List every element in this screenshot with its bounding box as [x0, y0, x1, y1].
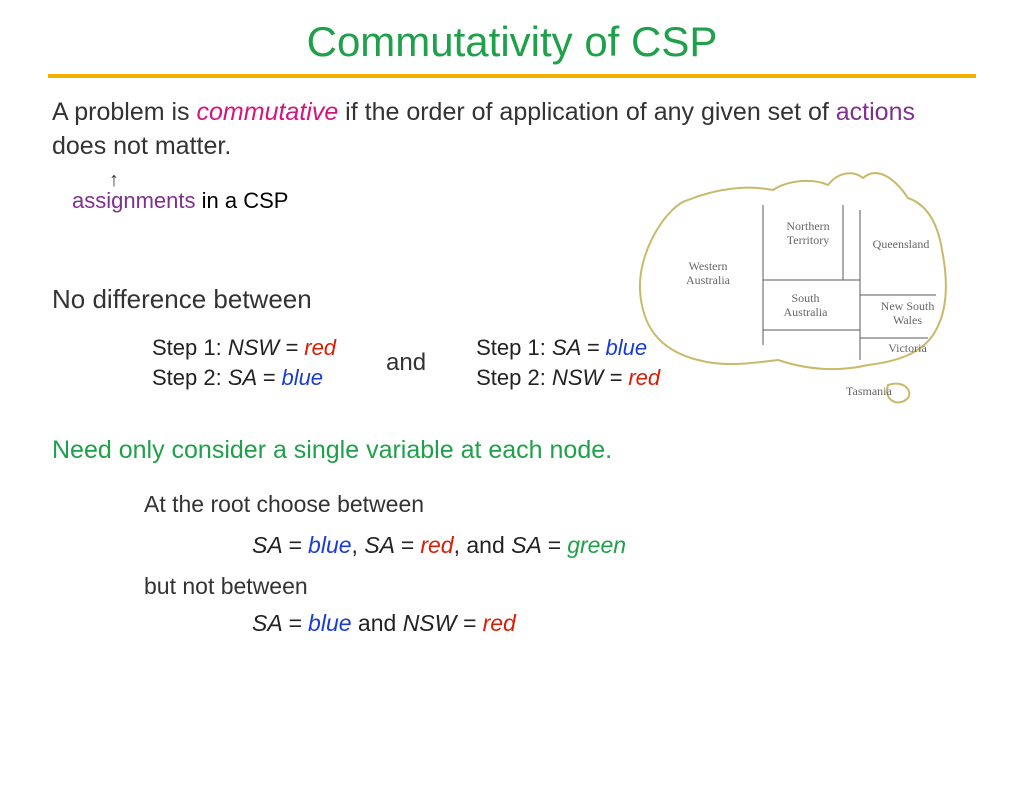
c1-sep: , [352, 532, 365, 558]
content-area: A problem is commutative if the order of… [52, 96, 972, 637]
map-label-sa: South Australia [773, 292, 838, 320]
step-eq: = [580, 335, 605, 360]
step-var: SA [552, 335, 581, 360]
c2-eq: = [282, 610, 308, 636]
c2-eq: = [456, 610, 482, 636]
def-mid: if the order of application of any given… [338, 98, 836, 126]
step-label: Step 1: [152, 335, 228, 360]
and-label: and [386, 349, 426, 377]
step-eq: = [256, 365, 281, 390]
map-label-nt: Northern Territory [773, 220, 843, 248]
arrow-up-icon: ↑ [109, 169, 119, 192]
slide-title: Commutativity of CSP [0, 18, 1024, 66]
c1-eq: = [282, 532, 308, 558]
step-val: red [304, 335, 336, 360]
def-actions: actions [836, 98, 915, 126]
annotation-rest: in a CSP [196, 188, 289, 213]
def-pre: A problem is [52, 98, 197, 126]
step-label: Step 2: [152, 365, 228, 390]
c2-var: SA [252, 610, 282, 636]
c1-sep: , and [454, 532, 512, 558]
map-label-qld: Queensland [866, 238, 936, 252]
step-var: NSW [552, 365, 603, 390]
def-commutative: commutative [197, 98, 339, 126]
c1-val: blue [308, 532, 351, 558]
c1-var: SA [364, 532, 394, 558]
map-label-wa: Western Australia [668, 260, 748, 288]
c1-eq: = [541, 532, 567, 558]
step-line: Step 1: NSW = red [152, 333, 336, 364]
steps-left: Step 1: NSW = red Step 2: SA = blue [152, 333, 336, 395]
map-label-vic: Victoria [880, 342, 935, 356]
choices-line-2: SA = blue and NSW = red [252, 610, 972, 637]
c1-eq: = [394, 532, 420, 558]
annotation-word: assignments [72, 188, 196, 213]
c1-var: SA [252, 532, 282, 558]
c1-val: red [420, 532, 453, 558]
step-label: Step 2: [476, 365, 552, 390]
step-val: blue [281, 365, 323, 390]
title-rule [48, 74, 976, 78]
map-label-tas: Tasmania [846, 385, 916, 399]
c2-val: red [483, 610, 516, 636]
map-label-nsw: New South Wales [880, 300, 935, 328]
choices-line-1: SA = blue, SA = red, and SA = green [252, 532, 972, 559]
c2-var: NSW [403, 610, 457, 636]
c1-var: SA [511, 532, 541, 558]
c1-val: green [567, 532, 626, 558]
step-var: SA [228, 365, 257, 390]
step-var: NSW [228, 335, 279, 360]
step-line: Step 2: SA = blue [152, 363, 336, 394]
c2-val: blue [308, 610, 351, 636]
australia-map: Western Australia Northern Territory Que… [628, 150, 968, 450]
but-not-line: but not between [144, 573, 972, 600]
def-post: does not matter. [52, 132, 231, 160]
step-label: Step 1: [476, 335, 552, 360]
root-choose-line: At the root choose between [144, 491, 972, 518]
c2-sep: and [352, 610, 403, 636]
step-eq: = [279, 335, 304, 360]
step-eq: = [603, 365, 628, 390]
